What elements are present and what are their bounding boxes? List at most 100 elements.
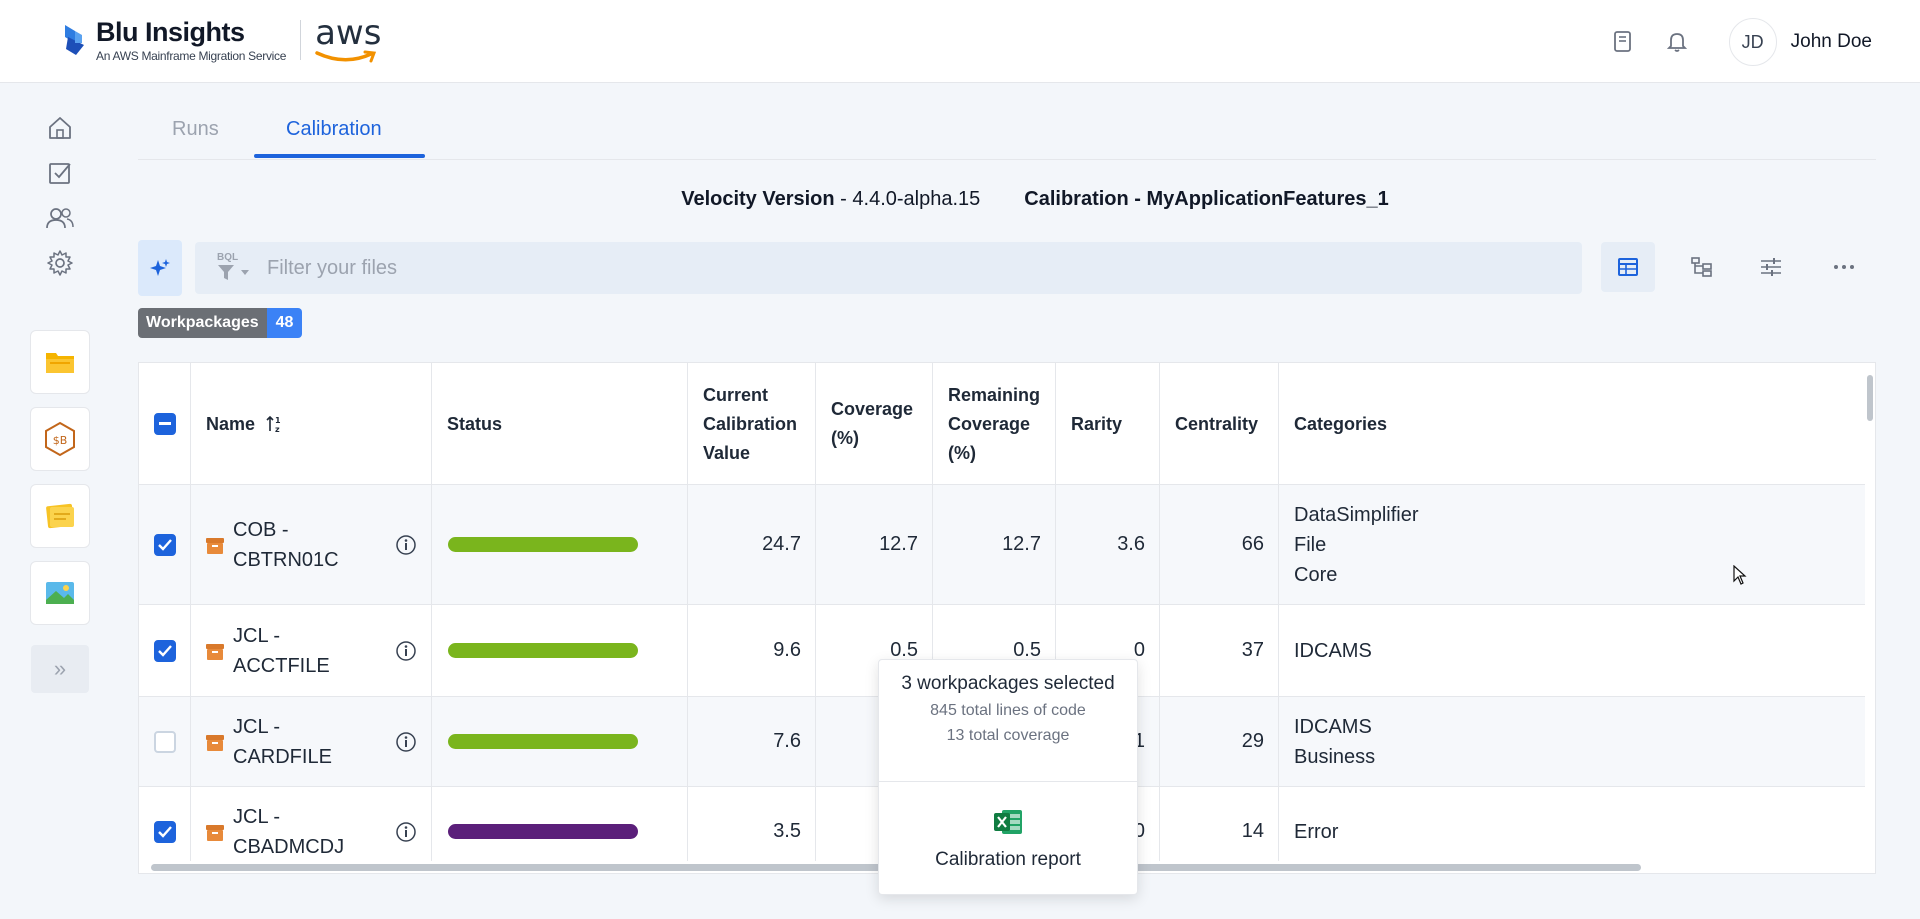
workpackage-id: CBTRN01C — [233, 548, 339, 571]
vertical-scrollbar[interactable] — [1865, 363, 1875, 873]
remaining-coverage-cell: 12.7 — [933, 485, 1056, 604]
aws-logo-text: aws — [315, 13, 382, 53]
workpackage-name[interactable]: JCL - ACCTFILE — [233, 621, 330, 681]
sort-icon[interactable]: 1z — [265, 414, 285, 434]
info-icon[interactable] — [395, 534, 417, 556]
status-bar — [448, 643, 638, 658]
column-settings-button[interactable] — [1744, 242, 1798, 292]
expand-sidebar-button[interactable]: » — [31, 645, 89, 693]
ccv-cell: 3.5 — [688, 787, 816, 873]
svg-text:$B: $B — [53, 434, 68, 447]
select-all-checkbox[interactable] — [153, 413, 176, 435]
blu-insights-logo[interactable]: Blu Insights An AWS Mainframe Migration … — [62, 16, 381, 64]
row-checkbox[interactable] — [153, 730, 176, 753]
package-icon — [206, 734, 224, 751]
calibration-app-icon[interactable]: $B — [30, 407, 90, 471]
row-checkbox-cell — [139, 485, 191, 604]
tab-calibration[interactable]: Calibration — [286, 118, 382, 140]
vertical-scroll-thumb[interactable] — [1867, 375, 1873, 421]
book-icon[interactable] — [1611, 30, 1635, 54]
category-label: File — [1294, 533, 1327, 556]
table-row[interactable]: JCL - CBADMCDJ 3.5 0 14 Error — [139, 787, 1867, 873]
category-label: DataSimplifier — [1294, 503, 1419, 526]
column-header-coverage[interactable]: Coverage (%) — [816, 363, 933, 485]
workpackage-type: JCL - — [233, 715, 281, 738]
column-header-remaining[interactable]: Remaining Coverage (%) — [933, 363, 1056, 485]
calibration-info: Velocity Version - 4.4.0-alpha.15 Calibra… — [0, 188, 1920, 211]
sparkle-icon — [150, 259, 170, 276]
workpackage-name-cell[interactable]: COB - CBTRN01C — [191, 485, 432, 604]
blu-logo-icon — [65, 25, 84, 55]
coverage-cell: 0.5 — [816, 605, 933, 696]
minus-icon — [158, 422, 171, 425]
info-icon[interactable] — [395, 821, 417, 843]
row-checkbox-cell — [139, 697, 191, 786]
category-label: Business — [1294, 745, 1376, 768]
table-view-button[interactable] — [1601, 242, 1655, 292]
tab-runs[interactable]: Runs — [172, 118, 219, 140]
categories-cell: Error — [1279, 787, 1867, 873]
row-checkbox[interactable] — [153, 639, 176, 662]
workpackage-name[interactable]: JCL - CARDFILE — [233, 712, 332, 772]
rarity-cell: 0 — [1056, 605, 1160, 696]
table-row[interactable]: COB - CBTRN01C 24.7 12.7 12.7 3.6 66 DataSimpli… — [139, 485, 1867, 605]
info-icon[interactable] — [395, 640, 417, 662]
centrality-cell: 29 — [1160, 697, 1279, 786]
categories-cell: IDCAMS Business — [1279, 697, 1867, 786]
sidebar: $B » — [28, 110, 92, 693]
package-icon — [206, 643, 224, 660]
centrality-cell: 14 — [1160, 787, 1279, 873]
calibration-report-button[interactable]: Calibration report — [879, 782, 1137, 871]
user-name[interactable]: John Doe — [1790, 31, 1872, 52]
notes-app-icon[interactable] — [30, 484, 90, 548]
info-icon[interactable] — [395, 731, 417, 753]
column-header-categories[interactable]: Categories — [1294, 413, 1388, 434]
row-checkbox[interactable] — [153, 533, 176, 556]
filter-funnel-icon — [218, 265, 249, 280]
bql-dropdown[interactable]: BQL — [213, 252, 253, 284]
total-lines: 845 total lines of code — [930, 702, 1086, 719]
status-cell — [432, 697, 688, 786]
workpackage-name[interactable]: COB - CBTRN01C — [233, 515, 339, 575]
centrality-cell: 66 — [1160, 485, 1279, 604]
gear-icon[interactable] — [42, 245, 78, 281]
package-icon — [206, 537, 224, 554]
ccv-cell: 7.6 — [688, 697, 816, 786]
tree-icon — [1691, 257, 1712, 277]
image-app-icon[interactable] — [30, 561, 90, 625]
status-bar — [448, 734, 638, 749]
column-header-centrality[interactable]: Centrality — [1160, 363, 1279, 485]
aws-smile-icon — [315, 50, 377, 63]
filter-input[interactable] — [267, 242, 1567, 294]
folder-app-icon[interactable] — [30, 330, 90, 394]
row-checkbox[interactable] — [153, 820, 176, 843]
status-cell — [432, 787, 688, 873]
avatar[interactable]: JD — [1728, 18, 1777, 66]
tree-view-button[interactable] — [1675, 242, 1729, 292]
column-header-ccv[interactable]: Current Calibration Value — [688, 363, 816, 485]
velocity-value: - 4.4.0-alpha.15 — [834, 188, 981, 210]
selection-count: 3 workpackages selected — [901, 673, 1115, 694]
users-icon[interactable] — [42, 200, 78, 236]
ai-assist-button[interactable] — [138, 240, 182, 296]
workpackages-badge: Workpackages 48 — [138, 308, 303, 338]
column-header-rarity[interactable]: Rarity — [1056, 363, 1160, 485]
category-label: Error — [1294, 820, 1339, 843]
workpackage-name-cell[interactable]: JCL - CARDFILE — [191, 697, 432, 786]
workpackage-name[interactable]: JCL - CBADMCDJ — [233, 802, 344, 862]
workpackage-type: JCL - — [233, 624, 281, 647]
package-icon — [206, 824, 224, 841]
more-options-button[interactable] — [1817, 242, 1871, 292]
column-header-status[interactable]: Status — [432, 363, 688, 485]
bell-icon[interactable] — [1665, 30, 1689, 54]
tasks-icon[interactable] — [42, 155, 78, 191]
badge-label: Workpackages — [138, 308, 267, 338]
category-label: IDCAMS — [1294, 715, 1372, 738]
workpackage-name-cell[interactable]: JCL - CBADMCDJ — [191, 787, 432, 873]
svg-text:1: 1 — [275, 416, 281, 425]
filter-bar: BQL — [195, 242, 1582, 294]
workpackage-name-cell[interactable]: JCL - ACCTFILE — [191, 605, 432, 696]
home-icon[interactable] — [42, 110, 78, 146]
